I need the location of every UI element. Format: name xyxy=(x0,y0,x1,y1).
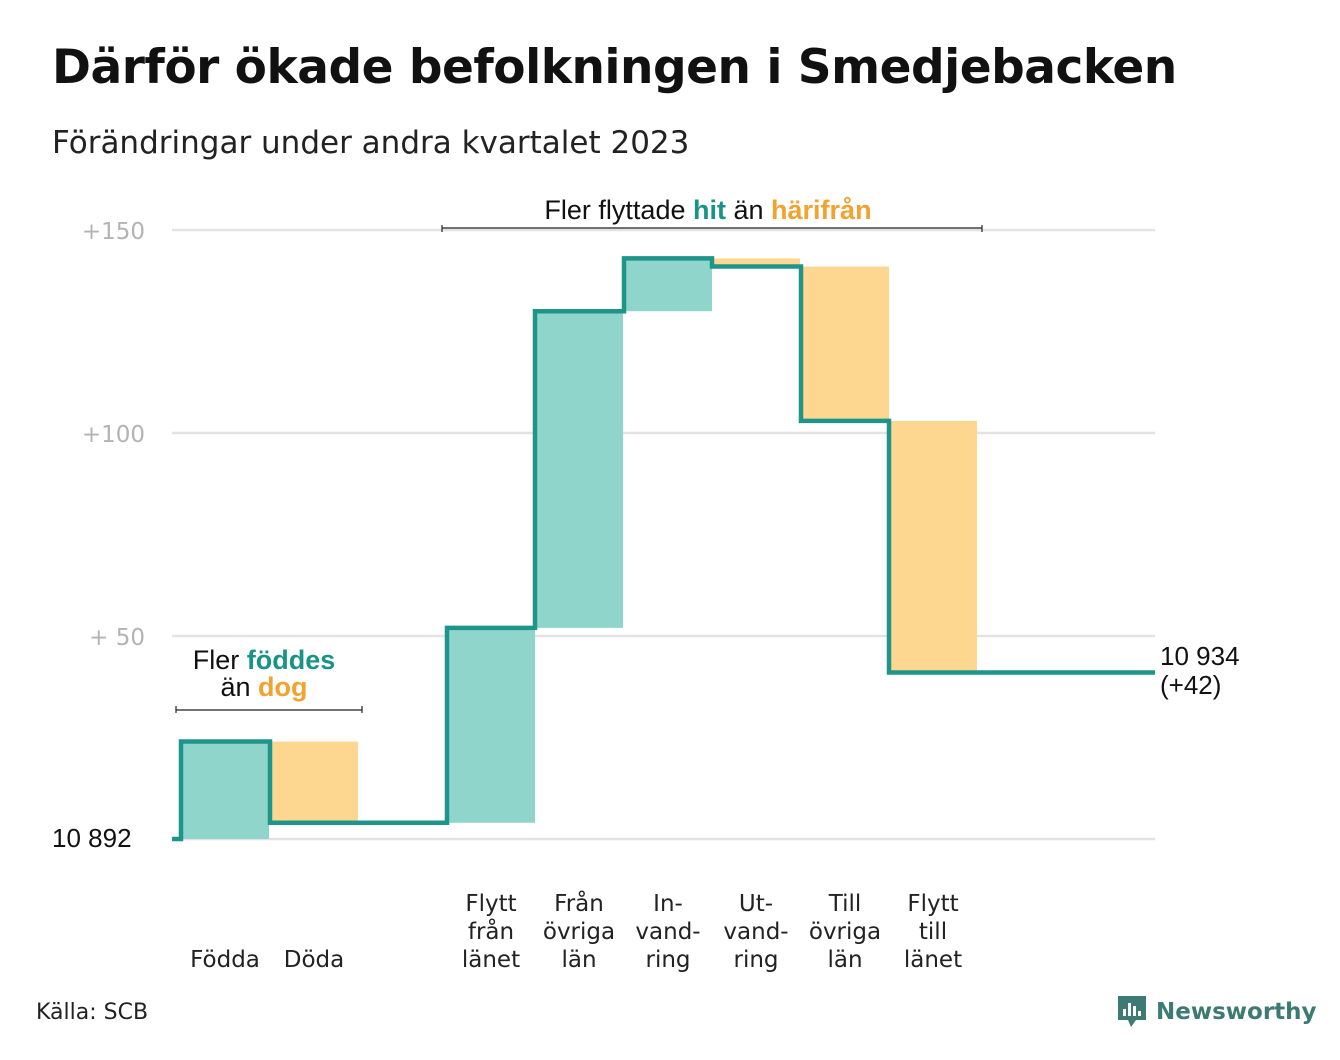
annotation-left-prefix: Fler xyxy=(193,645,247,675)
x-label-7: Flytt till länet xyxy=(904,891,962,973)
bar-4 xyxy=(624,258,712,312)
annotation-top-highlight-in: hit xyxy=(693,195,726,225)
end-value-label: 10 934 xyxy=(1160,641,1240,671)
annotation-migration: Fler flyttade hit än härifrån xyxy=(441,195,983,232)
bar-7 xyxy=(889,420,977,673)
chart-subtitle: Förändringar under andra kvartalet 2023 xyxy=(52,125,690,161)
source-note: Källa: SCB xyxy=(36,1000,149,1025)
annotation-left-prefix2: än xyxy=(220,672,258,702)
x-label-5: Ut-vand-ring xyxy=(723,891,788,973)
brand-name: Newsworthy xyxy=(1156,999,1317,1025)
cumulative-step-line xyxy=(172,256,1155,842)
annotation-top-prefix: Fler flyttade xyxy=(544,195,693,225)
x-label-1: Döda xyxy=(284,947,344,973)
x-tick-labels: Födda Döda Flytt från länet Från övriga län In-v… xyxy=(190,889,962,973)
annotation-births-deaths: Fler föddes än dog xyxy=(175,645,363,713)
y-tick-label-1: +100 xyxy=(82,422,145,448)
annotation-top-middle: än xyxy=(726,195,771,225)
step-line xyxy=(172,256,1155,842)
start-value-label: 10 892 xyxy=(52,823,132,853)
y-tick-label-0: + 50 xyxy=(89,625,145,651)
x-label-4: In-vand-ring xyxy=(635,891,700,973)
brand-logo[interactable]: Newsworthy xyxy=(1116,994,1317,1030)
annotation-left-line2: än dog xyxy=(220,672,307,702)
x-label-0: Födda xyxy=(190,947,260,973)
annotation-left-highlight-died: dog xyxy=(258,672,307,702)
bar-0 xyxy=(181,741,269,839)
x-label-2: Flytt från länet xyxy=(462,891,520,973)
x-label-6: Till övriga län xyxy=(809,891,881,973)
annotation-left-line1: Fler föddes xyxy=(193,645,336,675)
annotation-top-highlight-out: härifrån xyxy=(771,195,872,225)
y-tick-label-2: +150 xyxy=(82,219,145,245)
annotation-left-highlight-born: föddes xyxy=(247,645,336,675)
annotation-top-bracket xyxy=(441,225,983,232)
bar-1 xyxy=(270,741,358,823)
grid-lines xyxy=(172,228,1155,841)
bar-3 xyxy=(535,311,623,628)
bar-2 xyxy=(447,627,535,823)
chart-title: Därför ökade befolkningen i Smedjebacken xyxy=(52,40,1177,95)
annotation-top: Fler flyttade hit än härifrån xyxy=(544,195,871,225)
bars xyxy=(181,258,977,839)
annotation-left-bracket xyxy=(175,706,363,713)
bar-6 xyxy=(801,266,889,421)
end-change-label: (+42) xyxy=(1160,670,1221,700)
bar-5 xyxy=(712,258,800,267)
y-tick-labels: + 50 +100 +150 xyxy=(82,219,145,651)
x-label-3: Från övriga län xyxy=(543,889,615,973)
newsworthy-logo-icon xyxy=(1118,996,1146,1027)
